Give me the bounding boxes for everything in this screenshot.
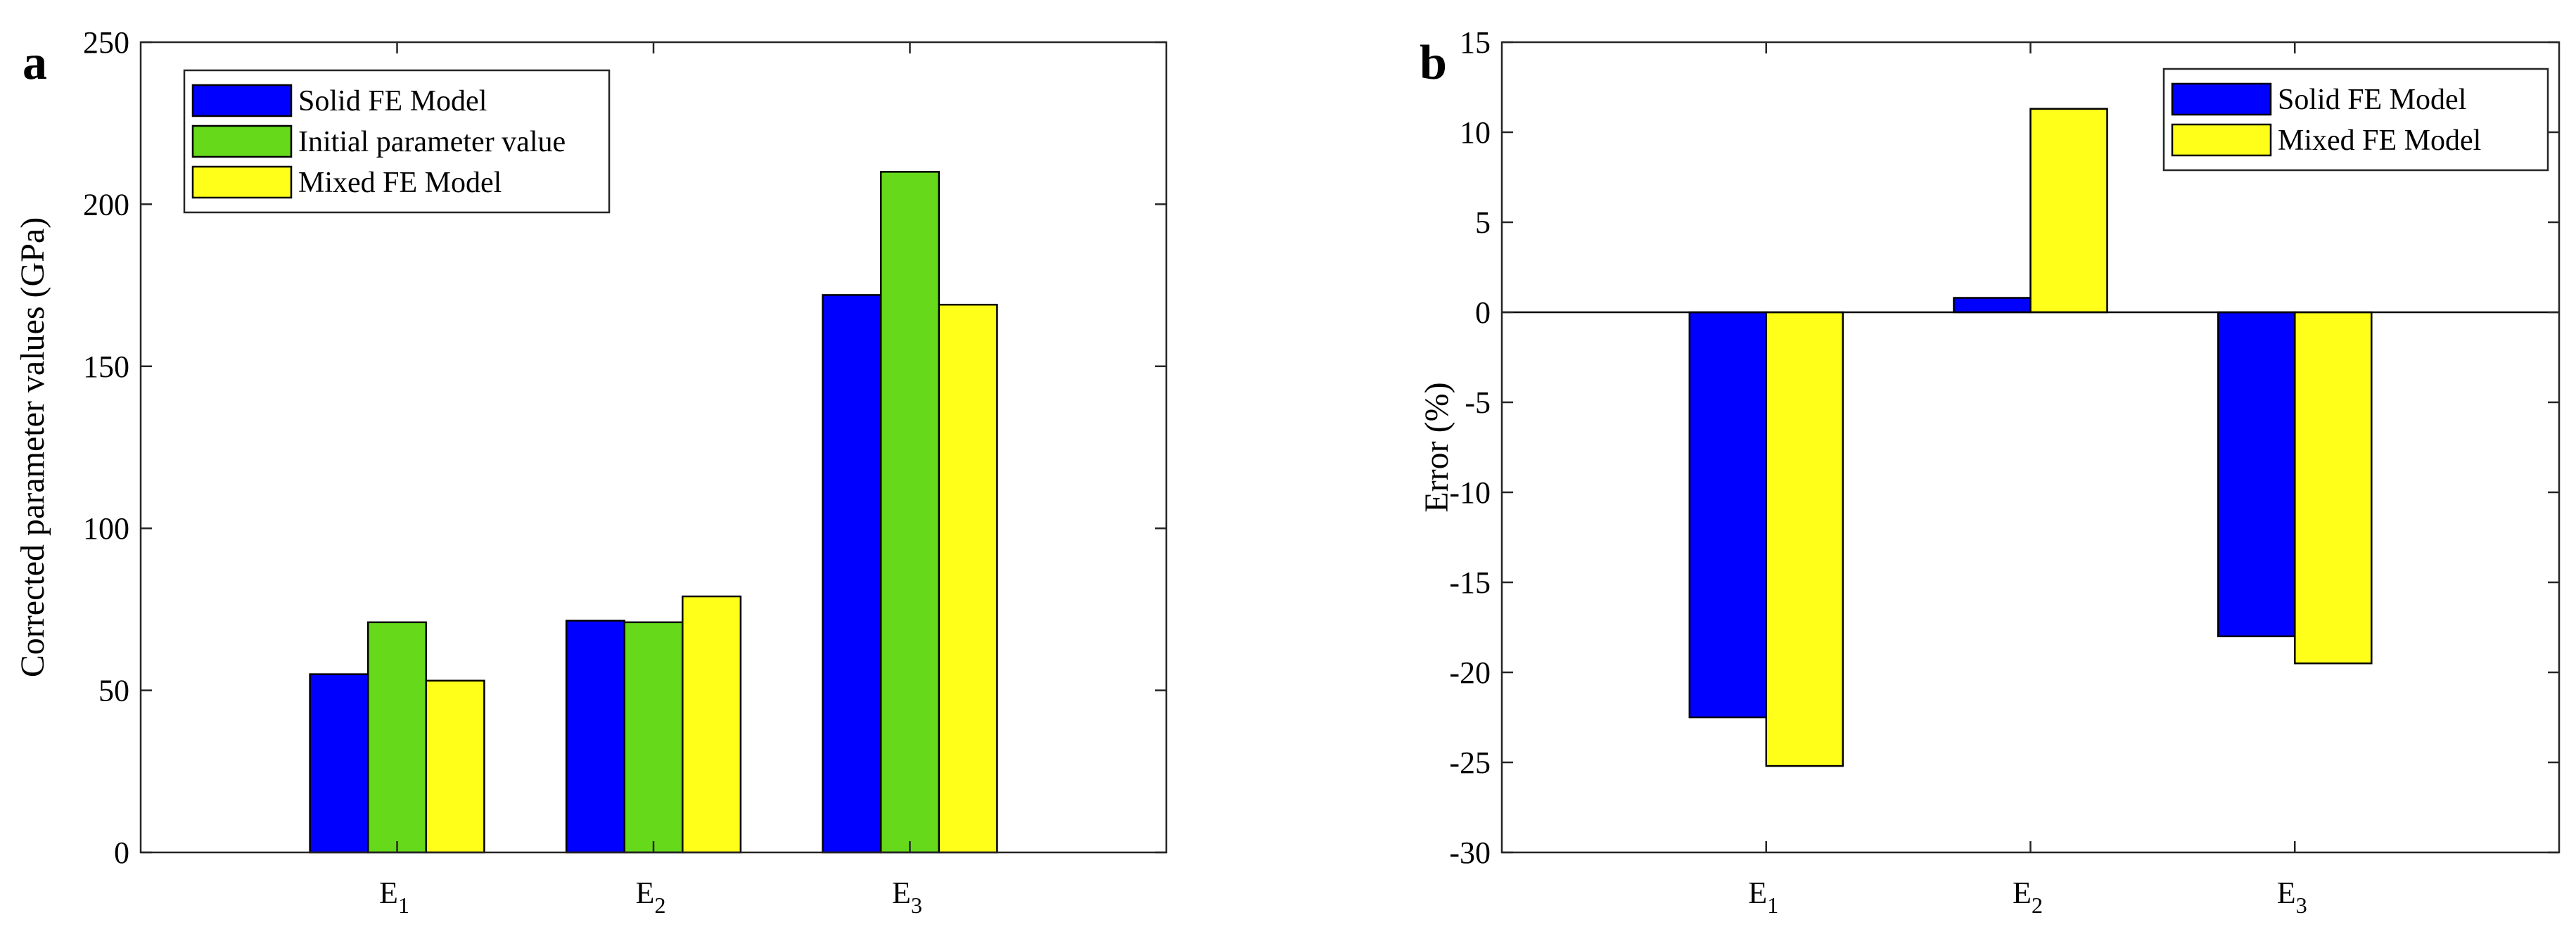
chart-a: 0 50 100 150 200 250 E1 E2 E3 Corrected parameter…	[14, 25, 1168, 918]
y-axis-label: Error (%)	[1418, 382, 1455, 512]
y-tick-label: 100	[83, 511, 129, 546]
x-tick-label: E1	[1748, 876, 1778, 918]
y-tick-label: 200	[83, 187, 129, 222]
legend-label-mixed: Mixed FE Model	[298, 167, 502, 199]
y-tick-label: 150	[83, 350, 129, 384]
y-tick-label: -20	[1449, 655, 1491, 690]
legend-swatch-solid	[2171, 82, 2272, 116]
legend-swatch-initial	[191, 124, 293, 158]
y-tick-label: 0	[114, 836, 129, 870]
x-tick-label: E3	[892, 876, 922, 918]
y-tick-label: 10	[1460, 115, 1491, 150]
legend: Solid FE Model Initial parameter value Mix…	[183, 69, 611, 214]
bar-mixed-3	[938, 303, 998, 854]
legend-label-initial: Initial parameter value	[298, 126, 566, 158]
legend: Solid FE Model Mixed FE Model	[2162, 68, 2549, 172]
x-tick-label: E3	[2277, 876, 2307, 918]
bar-mixed-1	[1765, 311, 1844, 767]
bar-initial-3	[879, 171, 941, 854]
chart-b: -30 -25 -20 -15 -10 -5 0 5 10 15 E1 E2 E3 Error (%) b S…	[1418, 25, 2561, 918]
bar-solid-1	[309, 673, 369, 854]
legend-swatch-solid	[191, 84, 293, 117]
bar-mixed-2	[2029, 108, 2108, 314]
bar-solid-2	[565, 620, 625, 854]
y-tick-label: -25	[1449, 746, 1491, 780]
legend-label-mixed: Mixed FE Model	[2278, 124, 2481, 157]
bar-solid-3	[2217, 311, 2296, 638]
bar-solid-2	[1953, 297, 2032, 314]
y-tick-label: -30	[1449, 836, 1491, 870]
y-tick-label: 0	[1475, 295, 1491, 330]
bar-mixed-2	[682, 595, 742, 854]
x-tick-label: E1	[379, 876, 409, 918]
x-tick-label: E2	[636, 876, 666, 918]
legend-swatch-mixed	[2171, 123, 2272, 157]
y-tick-label: 15	[1460, 25, 1491, 60]
y-tick-label: -5	[1465, 385, 1491, 420]
bar-initial-2	[623, 621, 684, 854]
bar-initial-1	[366, 621, 428, 854]
y-axis-label: Corrected parameter values (GPa)	[14, 217, 51, 677]
bar-mixed-1	[425, 679, 485, 854]
legend-label-solid: Solid FE Model	[2278, 84, 2466, 116]
x-tick-label: E2	[2013, 876, 2043, 918]
bar-solid-1	[1688, 311, 1768, 719]
y-tick-label: -15	[1449, 565, 1491, 600]
bar-mixed-3	[2294, 311, 2373, 665]
legend-label-solid: Solid FE Model	[298, 85, 487, 117]
panel-label: b	[1420, 36, 1447, 90]
y-tick-label: 250	[83, 25, 129, 60]
legend-swatch-mixed	[191, 165, 293, 199]
y-tick-label: 5	[1475, 205, 1491, 240]
bar-solid-3	[822, 294, 882, 854]
y-tick-label: -10	[1449, 475, 1491, 510]
panel-label: a	[23, 36, 47, 90]
y-tick-label: 50	[98, 674, 129, 708]
